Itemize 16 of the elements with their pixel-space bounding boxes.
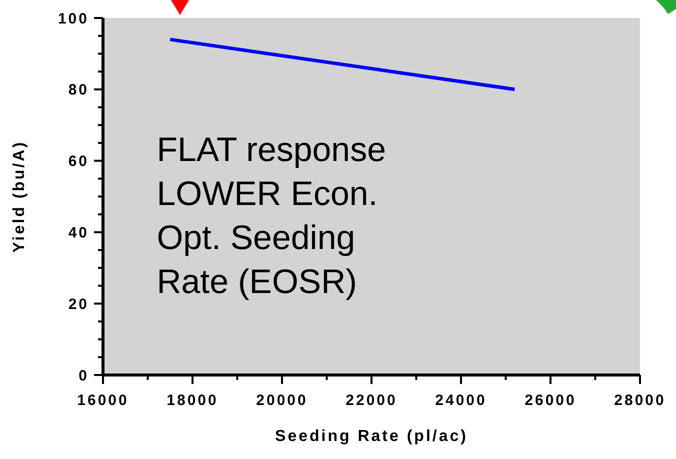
- x-tick-label: 24000: [435, 392, 487, 409]
- x-tick-label: 20000: [256, 392, 308, 409]
- x-tick-label: 18000: [166, 392, 218, 409]
- y-tick-label: 80: [68, 82, 89, 99]
- x-tick-label: 16000: [77, 392, 129, 409]
- y-tick-label: 20: [68, 296, 89, 313]
- y-axis-title: Yield (bu/A): [11, 140, 28, 253]
- x-tick-label: 26000: [524, 392, 576, 409]
- x-tick-label: 28000: [614, 392, 666, 409]
- y-tick-label: 60: [68, 153, 89, 170]
- annotation: FLAT response LOWER Econ. Opt. Seeding Rate (EOSR): [156, 130, 386, 301]
- x-tick-label: 22000: [346, 392, 398, 409]
- y-tick-label: 40: [68, 224, 89, 242]
- x-axis-title: Seeding Rate (pl/ac): [275, 428, 468, 445]
- y-tick-label: 0: [78, 367, 89, 384]
- y-tick-label: 100: [58, 10, 89, 28]
